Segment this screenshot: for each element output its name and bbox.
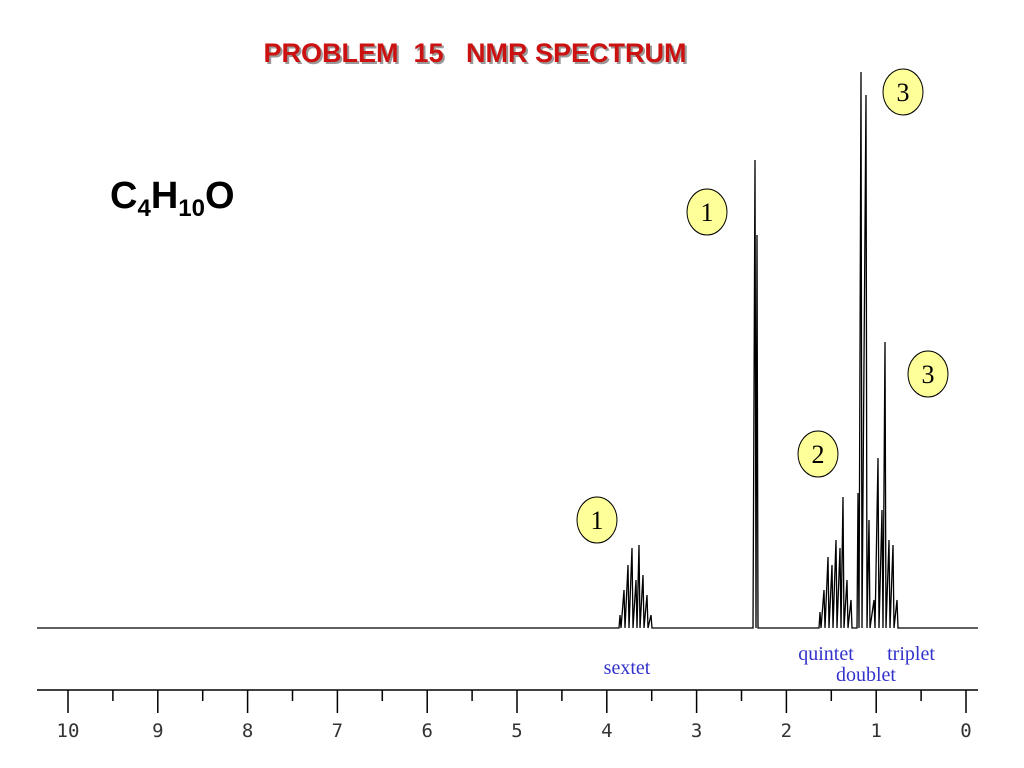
title-shadow: PROBLEM 15 NMR SPECTRUM (265, 40, 688, 70)
integration-label: 3 (897, 78, 910, 107)
integration-label: 3 (922, 360, 935, 389)
tick-label: 1 (870, 720, 881, 742)
tick-label: 8 (242, 720, 253, 742)
tick-label: 3 (691, 720, 702, 742)
tick-label: 5 (511, 720, 522, 742)
axis: 10 9 8 7 6 5 4 3 2 1 0 (57, 690, 972, 742)
tick-label: 2 (781, 720, 792, 742)
multiplicity: quintet (798, 643, 854, 665)
integration-label: 1 (591, 506, 604, 535)
integration-label: 1 (701, 198, 714, 227)
tick-label: 6 (421, 720, 432, 742)
integration-bubble (907, 350, 949, 398)
multiplicity: sextet (604, 657, 651, 679)
formula-sub: 10 (178, 195, 205, 222)
title: PROBLEM 15 NMR SPECTRUM (263, 38, 686, 68)
integration: 1 1 2 3 3 (576, 68, 949, 544)
multiplicity: doublet (836, 664, 896, 686)
integration-bubble (797, 430, 839, 478)
spectrum (37, 71, 978, 629)
formula-part: H (151, 175, 178, 217)
tick-label: 4 (601, 720, 612, 742)
formula-part: C (110, 175, 137, 217)
tick-label: 9 (152, 720, 163, 742)
tick-label: 7 (332, 720, 343, 742)
formula-sub: 4 (137, 195, 151, 222)
integration-bubble (686, 188, 728, 236)
tick-label: 10 (57, 720, 80, 742)
tick-label: 0 (960, 720, 971, 742)
integration-bubble (576, 496, 618, 544)
formula: C4H10O (110, 175, 235, 222)
integration-label: 2 (812, 440, 825, 469)
formula-part: O (205, 175, 235, 217)
multiplicity: triplet (887, 643, 935, 665)
integration-bubble (882, 68, 924, 116)
